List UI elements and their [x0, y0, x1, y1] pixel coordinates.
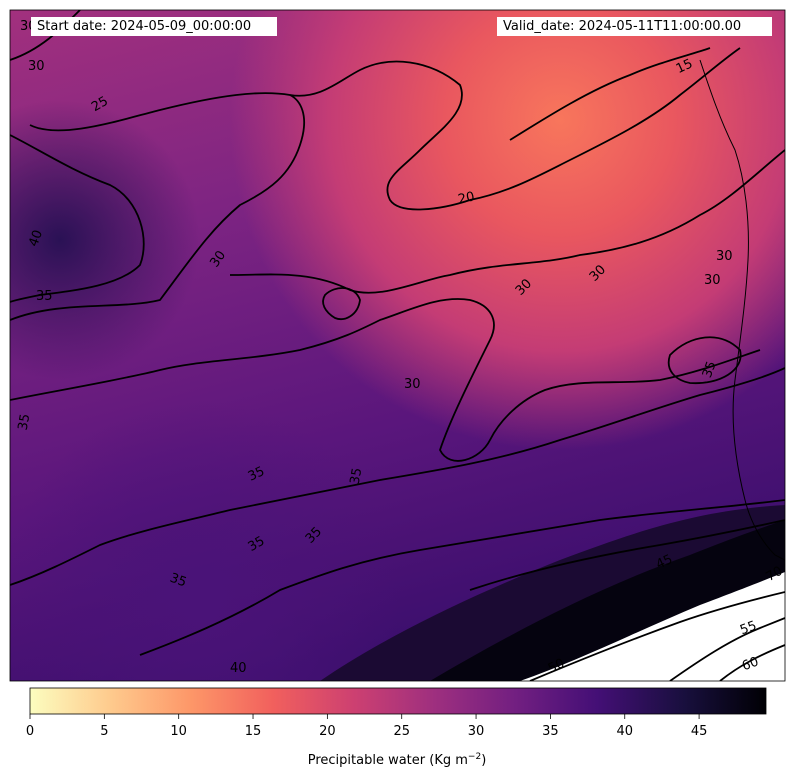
colorbar-tick-label: 45	[691, 724, 708, 739]
map-frame	[9, 9, 786, 682]
contour-label-35-e: 35	[348, 467, 366, 486]
colorbar-tick-label: 10	[170, 724, 187, 739]
contour-label-30-f: 30	[716, 249, 733, 264]
colorbar-title-exponent: −2	[468, 752, 481, 762]
contour-40	[10, 134, 145, 303]
contour-45	[469, 519, 785, 591]
colorbar-title-text: Precipitable water (Kg m	[308, 753, 468, 768]
contour-label-35-a: 35	[36, 289, 53, 304]
contour-25	[29, 60, 471, 211]
contour-label-35-h: 35	[168, 571, 189, 591]
contour-label-35-c: 35	[16, 413, 34, 432]
contour-label-55: 55	[738, 618, 759, 638]
colorbar-tick-label: 35	[542, 724, 559, 739]
contour-label-15: 15	[674, 56, 695, 77]
contour-35-south	[10, 367, 785, 586]
colorbar-tick-label: 30	[468, 724, 485, 739]
contour-label-30-g: 30	[704, 273, 721, 288]
contour-label-20: 20	[457, 189, 476, 207]
coastline	[699, 59, 785, 561]
contour-30-nw	[10, 10, 81, 61]
contour-30-mid	[229, 149, 785, 294]
start-date-box: Start date: 2024-05-09_00:00:00	[31, 17, 277, 36]
map-field	[10, 10, 785, 681]
contour-50	[529, 591, 785, 681]
colorbar-ticks: 0 5 10 15 20 25 30 35 40 45	[26, 714, 708, 739]
colorbar-title: Precipitable water (Kg m−2)	[308, 752, 487, 768]
colorbar-tick-label: 40	[616, 724, 633, 739]
colorbar: 0 5 10 15 20 25 30 35 40 45 Precipitable water (K…	[26, 687, 767, 768]
contour-20	[469, 47, 741, 201]
contour-label-35-d: 35	[246, 464, 267, 485]
colorbar-tick-label: 5	[100, 724, 108, 739]
colorbar-tick-label: 0	[26, 724, 34, 739]
valid-date-box: Valid_date: 2024-05-11T11:00:00.00	[497, 17, 772, 36]
contour-label-30-b: 30	[28, 59, 45, 74]
contour-label-60: 60	[740, 654, 761, 674]
start-date-label: Start date: 2024-05-09_00:00:00	[37, 19, 252, 34]
colorbar-tick-label: 20	[319, 724, 336, 739]
contour-label-35-g: 35	[246, 534, 268, 555]
contour-label-25: 25	[89, 94, 111, 115]
contour-35-west	[10, 94, 305, 321]
field-missing-data	[520, 572, 785, 681]
contour-40-south	[139, 499, 785, 656]
contour-label-30-h: 30	[404, 377, 421, 392]
contour-label-45: 45	[654, 552, 675, 573]
valid-date-label: Valid_date: 2024-05-11T11:00:00.00	[503, 19, 742, 34]
colorbar-tick-label: 15	[245, 724, 262, 739]
colorbar-title-end: )	[481, 753, 486, 768]
contour-closed-cell	[322, 287, 361, 320]
contour-15	[509, 47, 711, 141]
contour-35-east-cell	[667, 336, 742, 384]
contour-label-40: 40	[26, 228, 46, 249]
contour-label-50: 50	[546, 656, 567, 677]
contour-label-70: 70	[764, 564, 786, 585]
contour-label-35-b: 35	[700, 359, 720, 380]
contour-lines	[10, 10, 785, 681]
colorbar-tick-label: 25	[393, 724, 410, 739]
contour-label-40-b: 40	[230, 661, 247, 676]
contour-60	[719, 644, 785, 681]
colorbar-gradient	[29, 687, 767, 715]
contour-55	[669, 617, 785, 681]
contour-30-south	[10, 298, 761, 462]
